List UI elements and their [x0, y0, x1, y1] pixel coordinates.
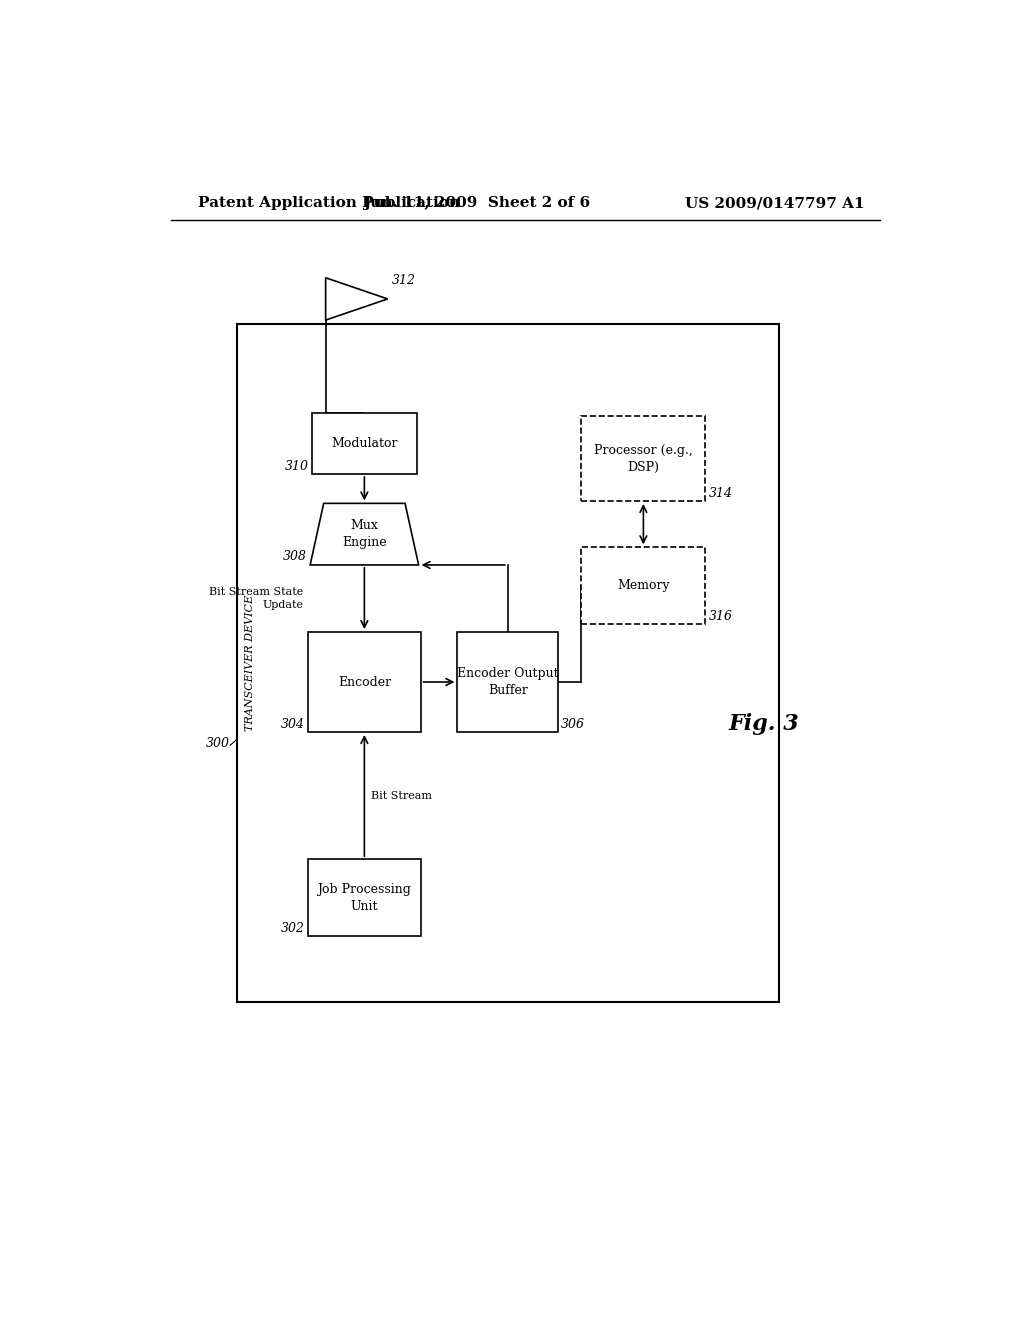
Bar [308, 859, 421, 936]
Text: Encoder Output
Buffer: Encoder Output Buffer [457, 667, 558, 697]
Text: Job Processing
Unit: Job Processing Unit [317, 883, 412, 912]
Text: Mux
Engine: Mux Engine [342, 519, 387, 549]
Text: Bit Stream: Bit Stream [371, 791, 431, 800]
Bar [582, 548, 706, 624]
Text: Encoder: Encoder [338, 676, 391, 689]
Text: 312: 312 [391, 273, 416, 286]
Text: 302: 302 [281, 921, 305, 935]
Text: 306: 306 [561, 718, 586, 730]
Text: TRANSCEIVER DEVICE: TRANSCEIVER DEVICE [246, 595, 255, 731]
Bar [237, 323, 779, 1002]
Text: Jun. 11, 2009  Sheet 2 of 6: Jun. 11, 2009 Sheet 2 of 6 [364, 197, 590, 210]
Bar [582, 416, 706, 502]
Text: 304: 304 [281, 718, 305, 730]
Text: Patent Application Publication: Patent Application Publication [198, 197, 460, 210]
Text: Fig. 3: Fig. 3 [728, 713, 799, 735]
Bar [312, 413, 417, 474]
Polygon shape [310, 503, 419, 565]
Text: US 2009/0147797 A1: US 2009/0147797 A1 [685, 197, 864, 210]
Text: Memory: Memory [617, 579, 670, 593]
Bar [458, 632, 558, 733]
Text: 316: 316 [709, 610, 732, 623]
Text: 300: 300 [206, 737, 230, 750]
Text: 310: 310 [285, 459, 309, 473]
Text: Bit Stream State
Update: Bit Stream State Update [209, 587, 303, 610]
Text: 314: 314 [709, 487, 732, 499]
Text: Processor (e.g.,
DSP): Processor (e.g., DSP) [594, 444, 693, 474]
Bar [308, 632, 421, 733]
Text: Modulator: Modulator [331, 437, 397, 450]
Text: 308: 308 [283, 550, 307, 564]
